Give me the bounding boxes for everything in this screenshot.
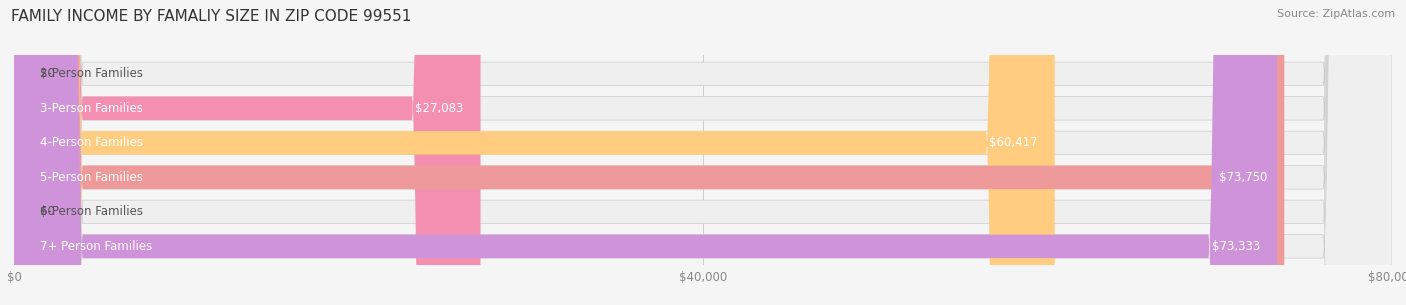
FancyBboxPatch shape (14, 0, 1277, 305)
FancyBboxPatch shape (14, 0, 1284, 305)
Text: Source: ZipAtlas.com: Source: ZipAtlas.com (1277, 9, 1395, 19)
FancyBboxPatch shape (14, 0, 1392, 305)
Text: $27,083: $27,083 (415, 102, 464, 115)
FancyBboxPatch shape (14, 0, 1392, 305)
Text: $73,750: $73,750 (1219, 171, 1267, 184)
Text: FAMILY INCOME BY FAMALIY SIZE IN ZIP CODE 99551: FAMILY INCOME BY FAMALIY SIZE IN ZIP COD… (11, 9, 412, 24)
FancyBboxPatch shape (14, 0, 481, 305)
FancyBboxPatch shape (14, 0, 1392, 305)
Text: 2-Person Families: 2-Person Families (39, 67, 143, 81)
FancyBboxPatch shape (14, 0, 1392, 305)
Text: 4-Person Families: 4-Person Families (39, 136, 143, 149)
Text: $60,417: $60,417 (988, 136, 1038, 149)
Text: 3-Person Families: 3-Person Families (39, 102, 143, 115)
Text: 7+ Person Families: 7+ Person Families (39, 240, 152, 253)
FancyBboxPatch shape (14, 0, 1392, 305)
Text: 5-Person Families: 5-Person Families (39, 171, 143, 184)
Text: $0: $0 (39, 67, 55, 81)
FancyBboxPatch shape (14, 0, 1054, 305)
Text: 6-Person Families: 6-Person Families (39, 205, 143, 218)
Text: $0: $0 (39, 205, 55, 218)
FancyBboxPatch shape (14, 0, 1392, 305)
Text: $73,333: $73,333 (1212, 240, 1260, 253)
